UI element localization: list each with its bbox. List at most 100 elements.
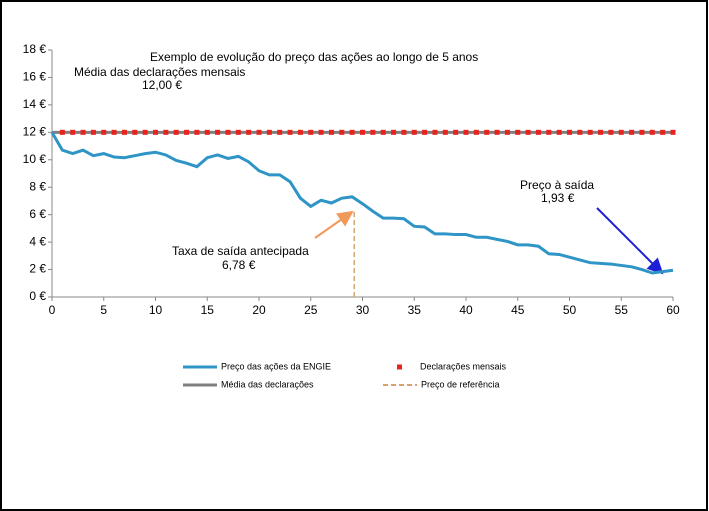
- marker: [432, 129, 438, 135]
- marker: [59, 129, 65, 135]
- marker: [473, 129, 479, 135]
- chart-title: Exemplo de evolução do preço das ações a…: [150, 50, 478, 64]
- marker: [266, 129, 272, 135]
- marker: [629, 129, 635, 135]
- y-tick-label: 14 €: [23, 97, 47, 111]
- marker: [660, 129, 666, 135]
- legend-label: Média das declarações: [221, 379, 314, 389]
- x-tick-label: 25: [304, 303, 318, 317]
- marker: [370, 129, 376, 135]
- annotation-value: 6,78 €: [222, 258, 256, 272]
- marker: [121, 129, 127, 135]
- legend-label: Declarações mensais: [420, 361, 507, 371]
- marker: [173, 129, 179, 135]
- x-tick-label: 15: [201, 303, 215, 317]
- marker: [535, 129, 541, 135]
- marker: [360, 129, 365, 135]
- annotation-value: 1,93 €: [541, 191, 575, 205]
- marker: [194, 129, 200, 135]
- x-tick-label: 5: [100, 303, 107, 317]
- x-tick-label: 0: [49, 303, 56, 317]
- marker: [153, 129, 158, 135]
- x-tick-label: 50: [563, 303, 577, 317]
- legend-item: Média das declarações: [183, 379, 314, 389]
- y-tick-label: 4 €: [29, 234, 46, 248]
- marker: [318, 129, 324, 135]
- marker: [484, 129, 490, 135]
- y-tick-label: 8 €: [29, 179, 46, 193]
- x-tick-label: 60: [666, 303, 680, 317]
- annotation: Média das declarações mensais: [74, 65, 245, 79]
- marker: [184, 129, 190, 135]
- marker: [567, 129, 572, 135]
- marker: [380, 129, 386, 135]
- marker: [504, 129, 510, 135]
- marker: [598, 129, 604, 135]
- legend-item: Preço de referência: [383, 379, 500, 389]
- marker: [639, 129, 645, 135]
- marker: [142, 129, 148, 135]
- y-tick-label: 2 €: [29, 262, 46, 276]
- arrow: [596, 207, 664, 275]
- x-tick-label: 35: [408, 303, 422, 317]
- marker: [463, 129, 469, 135]
- annotation: Preço à saída: [520, 178, 594, 192]
- marker: [401, 129, 407, 135]
- marker: [339, 129, 345, 135]
- marker: [608, 129, 614, 135]
- x-tick-label: 45: [511, 303, 525, 317]
- y-tick-label: 6 €: [29, 207, 46, 221]
- marker: [287, 129, 293, 135]
- marker: [225, 129, 231, 135]
- marker: [256, 129, 262, 135]
- y-tick-label: 12 €: [23, 125, 47, 139]
- legend-swatch: [397, 364, 402, 370]
- marker: [577, 129, 583, 135]
- marker: [297, 129, 303, 135]
- x-tick-label: 40: [459, 303, 473, 317]
- legend-item: Preço das ações da ENGIE: [183, 361, 331, 371]
- marker: [422, 129, 428, 135]
- marker: [204, 129, 210, 135]
- marker: [349, 129, 355, 135]
- marker: [494, 129, 500, 135]
- x-tick-label: 55: [615, 303, 629, 317]
- marker: [525, 129, 531, 135]
- marker: [411, 129, 417, 135]
- legend-label: Preço das ações da ENGIE: [221, 361, 331, 371]
- marker: [80, 129, 86, 135]
- marker: [111, 129, 117, 135]
- x-tick-label: 10: [149, 303, 163, 317]
- x-tick-label: 20: [252, 303, 266, 317]
- marker: [649, 129, 655, 135]
- marker: [101, 129, 107, 135]
- marker: [556, 129, 562, 135]
- marker: [308, 129, 314, 135]
- marker: [618, 129, 624, 135]
- marker: [670, 129, 676, 135]
- marker: [132, 129, 138, 135]
- marker: [515, 129, 521, 135]
- legend-item: Declarações mensais: [397, 361, 507, 371]
- marker: [453, 129, 459, 135]
- x-tick-label: 30: [356, 303, 370, 317]
- marker: [587, 129, 593, 135]
- marker: [277, 129, 283, 135]
- marker: [215, 129, 221, 135]
- plot: 0 € 2 € 4 € 6 € 8 € 10 € 12 € 14 € 16 € 18 € 0 5 10 1…: [23, 42, 680, 317]
- y-tick-label: 0 €: [29, 289, 46, 303]
- arrow: [314, 210, 354, 239]
- series-line: [50, 131, 674, 275]
- y-tick-label: 10 €: [23, 152, 47, 166]
- annotation: Taxa de saída antecipada: [172, 244, 309, 258]
- marker: [163, 129, 169, 135]
- marker: [246, 129, 252, 135]
- marker: [391, 129, 397, 135]
- annotation-value: 12,00 €: [142, 78, 182, 92]
- marker: [235, 129, 241, 135]
- marker: [90, 129, 96, 135]
- legend-label: Preço de referência: [421, 379, 500, 389]
- y-tick-label: 16 €: [23, 70, 47, 84]
- marker: [328, 129, 334, 135]
- marker: [442, 129, 448, 135]
